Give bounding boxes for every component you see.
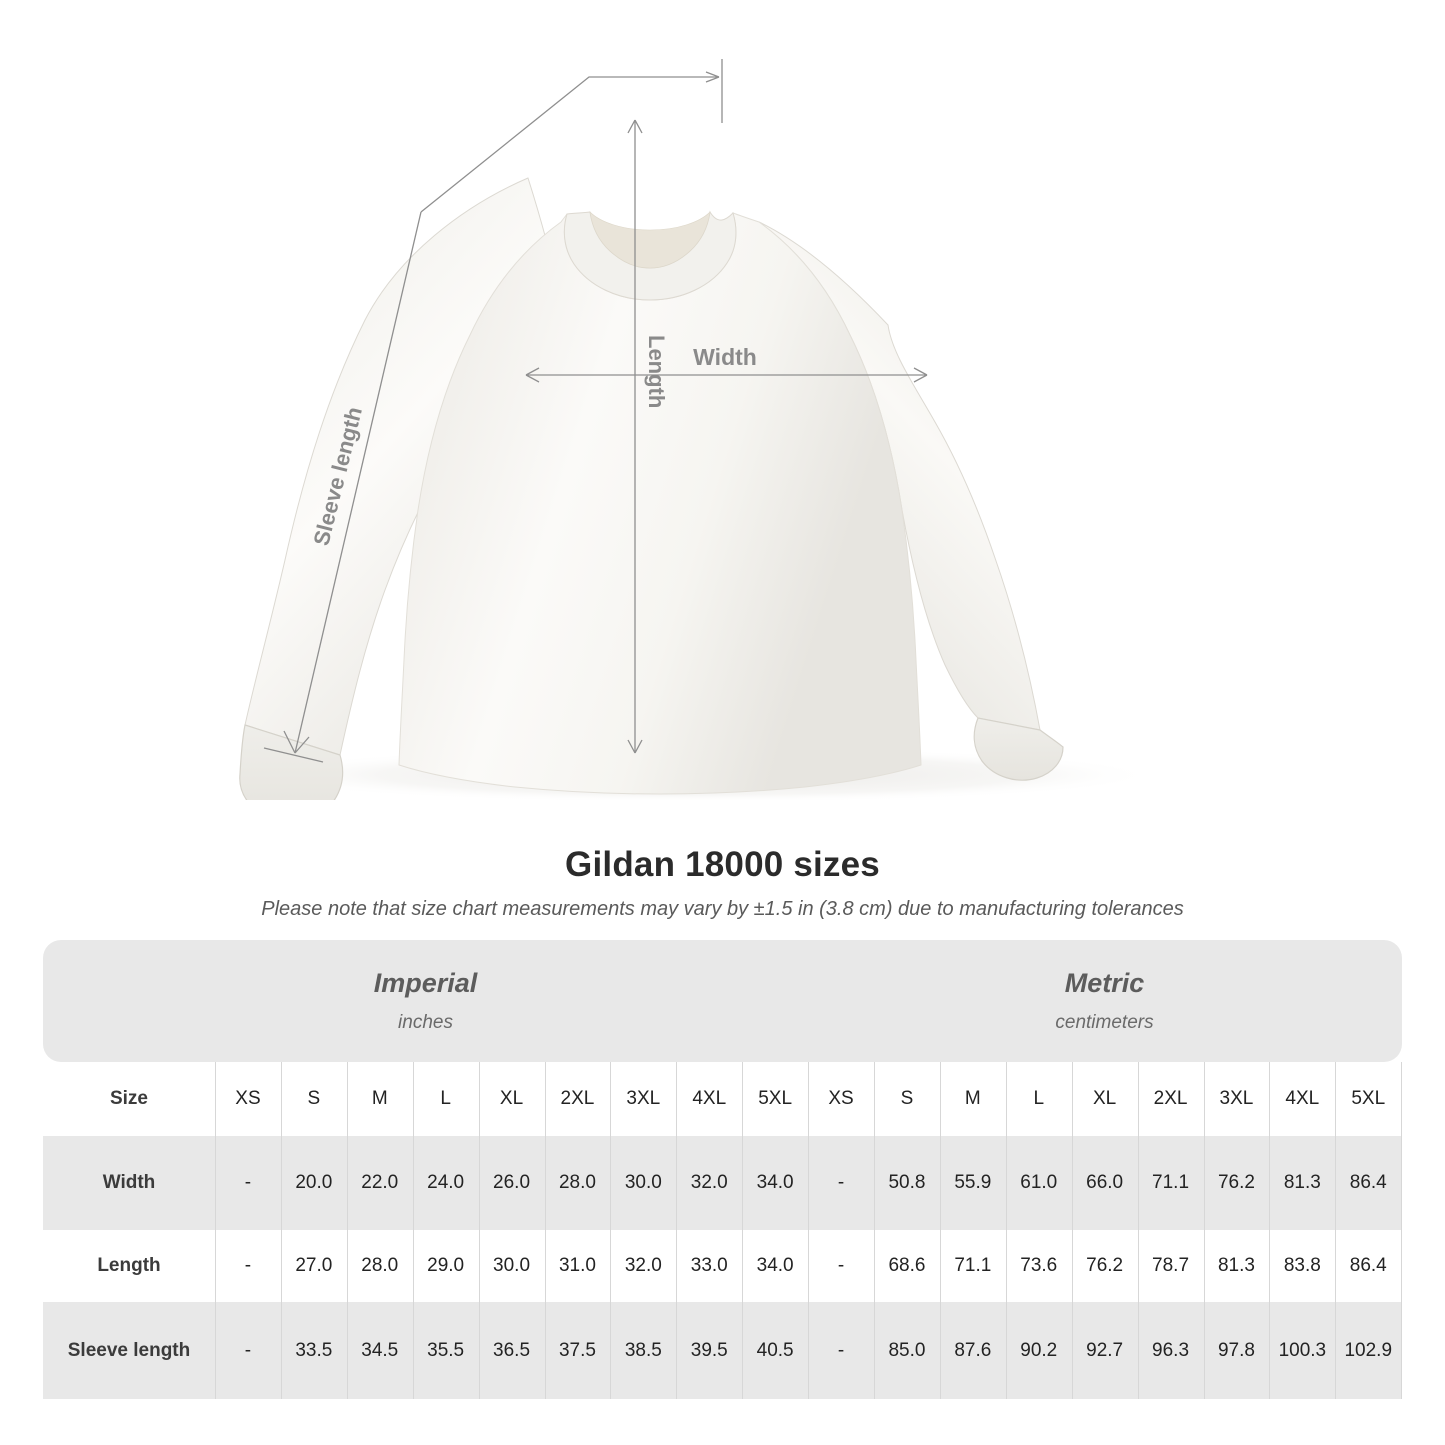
svg-text:Width: Width bbox=[693, 344, 757, 370]
svg-text:Length: Length bbox=[644, 335, 669, 408]
